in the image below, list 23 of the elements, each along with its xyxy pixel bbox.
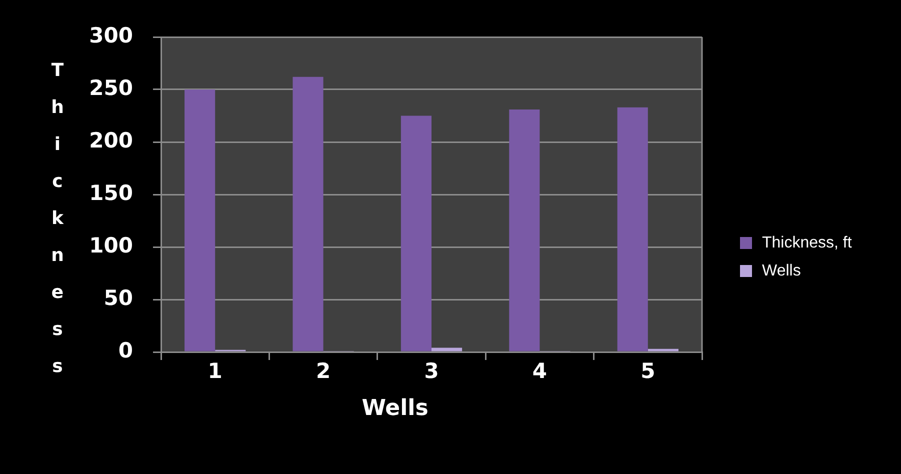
bar xyxy=(509,109,540,352)
x-tick-label: 5 xyxy=(640,359,656,384)
y-tick-label: 0 xyxy=(118,338,133,362)
y-tick-label: 300 xyxy=(89,23,133,48)
legend-label: Thickness, ft xyxy=(762,234,852,252)
y-tick-label: 100 xyxy=(89,233,133,258)
y-tick-label: 200 xyxy=(89,128,133,152)
bar xyxy=(617,107,648,352)
bar xyxy=(432,348,462,352)
x-tick-label: 2 xyxy=(316,359,331,384)
x-axis-title: Wells xyxy=(362,396,428,421)
y-tick-label: 50 xyxy=(104,286,133,310)
y-tick-label: 250 xyxy=(89,76,133,100)
y-axis-title: Thickness xyxy=(47,60,68,393)
x-tick-label: 3 xyxy=(424,359,439,384)
legend-label: Wells xyxy=(762,262,801,280)
bar xyxy=(292,76,324,352)
bar xyxy=(648,348,678,352)
bar xyxy=(184,90,216,352)
x-tick-label: 1 xyxy=(208,359,222,384)
x-tick-label: 4 xyxy=(532,359,548,384)
y-tick-label: 150 xyxy=(89,180,133,205)
bar xyxy=(400,116,432,352)
